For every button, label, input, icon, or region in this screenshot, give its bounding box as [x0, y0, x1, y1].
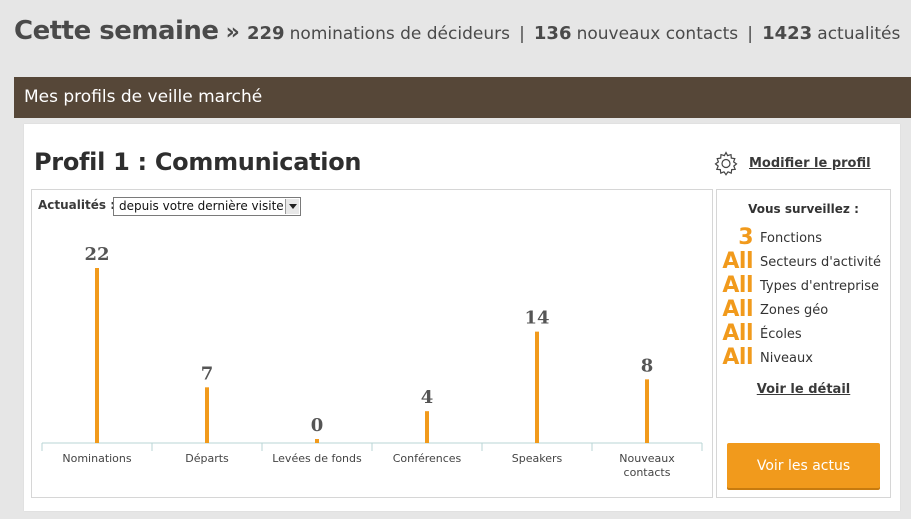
- stat-news-label: actualités: [817, 24, 901, 44]
- filter-label: Actualités :: [38, 198, 115, 212]
- chart-bar: [535, 331, 539, 443]
- watch-item-value: All: [722, 345, 753, 370]
- watch-item-value: All: [722, 297, 753, 322]
- watch-item-functions: 3 Fonctions: [720, 226, 890, 250]
- watch-item-label: Secteurs d'activité: [760, 254, 882, 270]
- chart-category-label: Conférences: [393, 452, 462, 465]
- chevron-down-icon[interactable]: [285, 199, 299, 214]
- chart-value-label: 22: [84, 244, 109, 265]
- chart-value-label: 8: [641, 355, 654, 376]
- chart-category-label: Nouveaux: [619, 452, 675, 465]
- stat-contacts-label: nouveaux contacts: [576, 24, 739, 44]
- watch-title: Vous surveillez :: [748, 202, 859, 216]
- watch-item-sectors: All Secteurs d'activité: [720, 250, 890, 274]
- stat-nominations-value: 229: [246, 23, 285, 44]
- chart-bar: [205, 387, 209, 443]
- weekly-summary: Cette semaine » 229 nominations de décid…: [14, 16, 901, 46]
- watch-item-value: All: [722, 249, 753, 274]
- chart-category-label: contacts: [624, 466, 671, 479]
- chart-value-label: 0: [311, 415, 324, 436]
- watch-item-schools: All Écoles: [720, 322, 890, 346]
- chart-value-label: 7: [201, 363, 214, 384]
- view-news-button[interactable]: Voir les actus: [727, 443, 880, 488]
- watch-item-geo-zones: All Zones géo: [720, 298, 890, 322]
- chart-bar: [95, 268, 99, 443]
- chart-bar: [645, 379, 649, 443]
- view-detail-link[interactable]: Voir le détail: [756, 382, 851, 397]
- watch-item-levels: All Niveaux: [720, 346, 890, 370]
- summary-title: Cette semaine: [14, 16, 219, 46]
- modify-profile-link[interactable]: Modifier le profil: [713, 150, 871, 176]
- chart-bar: [425, 411, 429, 443]
- chart-category-label: Levées de fonds: [272, 452, 362, 465]
- section-header: Mes profils de veille marché: [14, 77, 911, 118]
- stat-contacts-value: 136: [533, 23, 572, 44]
- chart-category-label: Départs: [185, 452, 229, 465]
- watch-item-value: All: [722, 321, 753, 346]
- watch-item-label: Écoles: [760, 326, 802, 342]
- profile-title: Profil 1 : Communication: [34, 148, 362, 176]
- watch-item-label: Zones géo: [760, 302, 829, 318]
- watch-item-label: Fonctions: [760, 230, 823, 246]
- gear-icon: [714, 151, 738, 176]
- stat-news-value: 1423: [762, 23, 813, 44]
- period-select[interactable]: depuis votre dernière visite: [113, 197, 301, 216]
- chart-category-label: Speakers: [512, 452, 563, 465]
- watch-item-value: All: [722, 273, 753, 298]
- watch-item-label: Niveaux: [760, 350, 813, 366]
- watch-item-label: Types d'entreprise: [760, 278, 879, 294]
- chart-value-label: 4: [421, 387, 434, 408]
- watch-item-value: 3: [738, 225, 753, 250]
- period-select-value[interactable]: depuis votre dernière visite: [119, 199, 284, 213]
- watch-item-company-types: All Types d'entreprise: [720, 274, 890, 298]
- summary-separator: »: [225, 20, 240, 45]
- chart-bar: [315, 439, 319, 443]
- modify-profile-label[interactable]: Modifier le profil: [749, 155, 871, 171]
- stat-nominations-label: nominations de décideurs: [289, 24, 510, 44]
- chart-value-label: 14: [524, 308, 549, 329]
- chart-category-label: Nominations: [62, 452, 132, 465]
